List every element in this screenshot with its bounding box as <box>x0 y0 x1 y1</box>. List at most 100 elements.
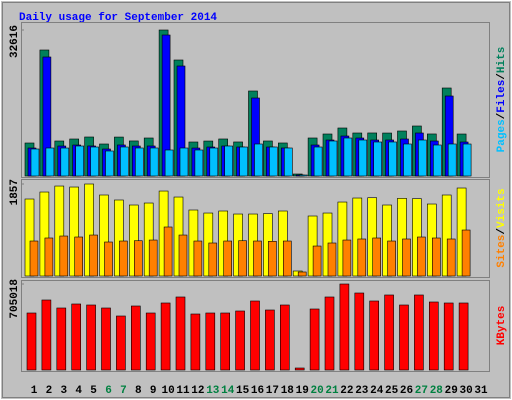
bar <box>279 304 290 371</box>
bar <box>84 183 94 277</box>
bar <box>265 309 275 371</box>
bar <box>367 197 378 277</box>
bar <box>397 198 407 277</box>
chart-title: Daily usage for September 2014 <box>19 12 217 24</box>
x-tick-label: 1 <box>31 385 38 397</box>
bar <box>41 299 52 371</box>
bar <box>220 312 230 371</box>
bar <box>431 237 441 277</box>
x-tick-label: 20 <box>310 385 323 397</box>
bar <box>223 240 232 277</box>
x-tick-label: 22 <box>340 385 353 397</box>
bar <box>194 149 204 177</box>
x-tick-label: 2 <box>46 385 53 397</box>
x-tick-label: 10 <box>161 385 174 397</box>
bar <box>432 144 442 177</box>
bar <box>175 296 186 371</box>
bar <box>120 146 129 177</box>
x-tick-label: 28 <box>430 385 444 397</box>
bar <box>443 302 454 371</box>
bar <box>90 146 99 177</box>
x-tick-label: 7 <box>120 385 127 397</box>
bar <box>164 149 174 177</box>
bar <box>254 143 263 177</box>
bar <box>224 145 233 177</box>
x-tick-label: 15 <box>236 385 250 397</box>
legend-separator: / <box>496 73 508 80</box>
x-tick-label: 29 <box>445 385 458 397</box>
bar <box>69 186 79 277</box>
bar <box>75 145 84 177</box>
bar <box>402 238 411 277</box>
bar <box>149 147 159 177</box>
bar <box>101 307 111 371</box>
legend-entry: Pages <box>496 119 508 152</box>
bar <box>235 310 245 371</box>
bar <box>178 234 188 277</box>
x-tick-label: 5 <box>90 385 97 397</box>
bar <box>89 234 98 277</box>
bar <box>238 240 247 277</box>
bar <box>160 302 171 371</box>
x-tick-label: 14 <box>221 385 235 397</box>
bar <box>208 242 218 277</box>
bar <box>24 198 35 277</box>
bar <box>324 296 335 371</box>
bar <box>239 146 248 177</box>
bar <box>179 147 189 177</box>
x-tick-label: 31 <box>474 385 488 397</box>
bar <box>462 143 472 177</box>
legend-entry: Files <box>496 80 508 113</box>
bar <box>105 150 114 177</box>
bar <box>399 304 409 371</box>
legend-entry: Visits <box>496 188 508 228</box>
bar <box>193 240 203 277</box>
bar <box>30 148 40 177</box>
bar <box>86 304 96 371</box>
bar <box>145 312 156 371</box>
bar <box>209 147 219 177</box>
x-tick-label: 12 <box>191 385 204 397</box>
x-tick-label: 24 <box>370 385 384 397</box>
bar <box>298 174 308 177</box>
bar <box>418 139 427 177</box>
bar <box>369 300 380 371</box>
bar <box>114 199 124 277</box>
bar <box>428 301 439 371</box>
x-tick-label: 6 <box>105 385 112 397</box>
legend-entry: Sites <box>496 235 508 268</box>
x-tick-label: 11 <box>176 385 190 397</box>
bar <box>357 238 367 277</box>
bar <box>312 245 322 277</box>
bar <box>417 236 426 277</box>
bar <box>446 238 456 277</box>
bar <box>328 140 338 177</box>
bar <box>44 237 54 277</box>
bar <box>45 147 55 177</box>
x-tick-label: 26 <box>400 385 413 397</box>
x-tick-label: 25 <box>385 385 399 397</box>
x-tick-label: 30 <box>459 385 472 397</box>
bar <box>352 197 363 277</box>
legend-entry: KBytes <box>496 306 508 346</box>
x-tick-label: 4 <box>75 385 82 397</box>
bar <box>116 315 126 371</box>
bar <box>134 240 143 277</box>
bar <box>403 143 412 177</box>
bar <box>458 302 469 371</box>
bar <box>447 143 457 177</box>
bar <box>342 239 352 277</box>
bar <box>148 239 158 277</box>
bar <box>131 305 141 371</box>
bar <box>337 201 348 277</box>
bar <box>269 146 278 177</box>
bar <box>99 194 109 277</box>
bar <box>282 240 292 277</box>
y-tick-label: 32616 <box>9 25 21 58</box>
bar <box>59 235 69 277</box>
bar <box>382 204 392 277</box>
bar <box>56 307 67 371</box>
legend: Sites/Visits <box>496 188 508 267</box>
